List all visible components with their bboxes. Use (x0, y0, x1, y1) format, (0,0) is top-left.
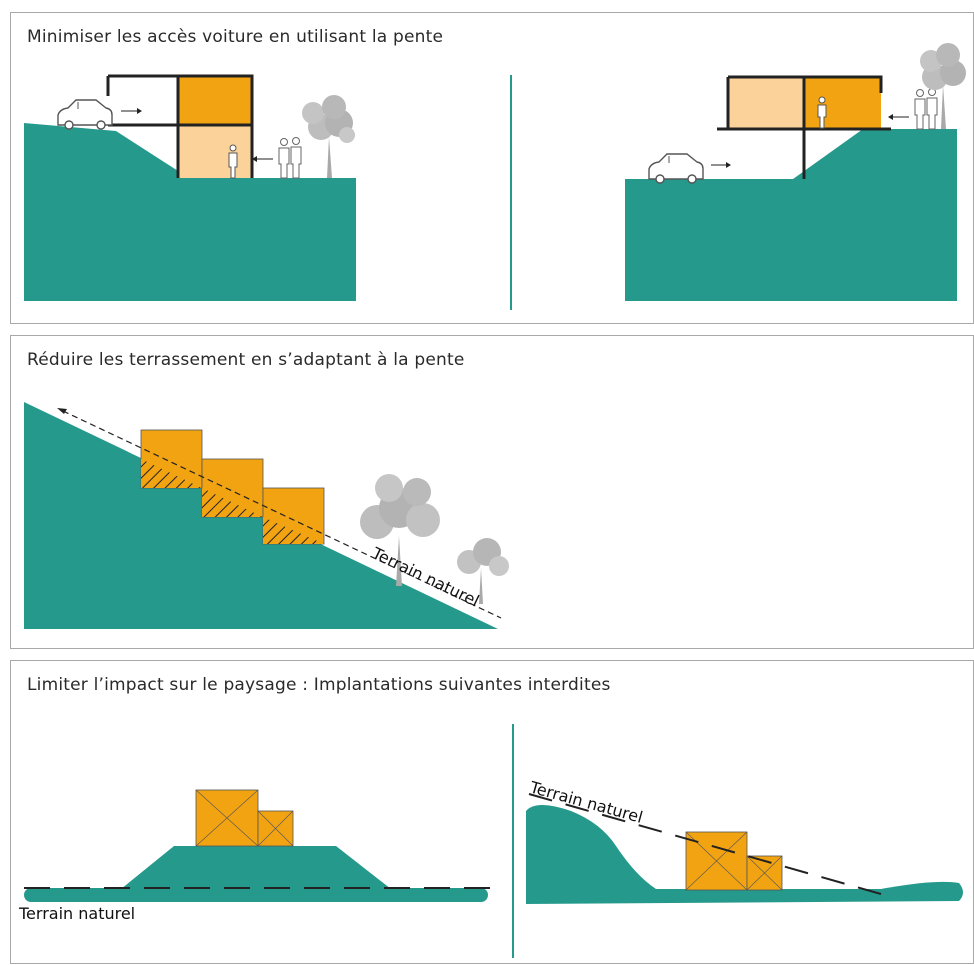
people-icon (278, 137, 302, 179)
car-icon (57, 99, 113, 130)
building-light-right (728, 77, 804, 129)
arrow-icon (711, 162, 731, 168)
car-icon (648, 153, 704, 184)
terrain-label-left: Terrain naturel (18, 904, 135, 923)
panel-title: Minimiser les accès voiture en utilisant… (27, 27, 444, 47)
panel-slope-adaptation: Réduire les terrassement en s’adaptant à… (10, 335, 974, 649)
terrain-left (24, 123, 356, 301)
panel-car-access: Minimiser les accès voiture en utilisant… (10, 12, 974, 324)
person-icon (228, 144, 238, 179)
panel-landscape-impact: Limiter l’impact sur le paysage : Implan… (10, 660, 974, 964)
building-lower-left (178, 125, 252, 178)
terrain-line-right (528, 793, 882, 895)
building-on-mound (195, 789, 294, 847)
tree-icon (457, 538, 509, 604)
panel-title: Réduire les terrassement en s’adaptant à… (27, 350, 465, 370)
tree-icon (360, 474, 440, 586)
arrow-icon (888, 114, 909, 120)
terrain-line (62, 410, 502, 619)
forbidden-implantations-diagram: Terrain naturel Terrain naturel (18, 724, 963, 958)
building-upper-left (178, 76, 252, 125)
arrow-icon (252, 156, 273, 162)
embankment (121, 846, 391, 889)
person-icon (817, 96, 827, 129)
terrain-hill (526, 805, 963, 904)
slope-diagram: Terrain naturel (24, 402, 509, 629)
tree-icon (302, 95, 355, 178)
arrow-icon (57, 408, 67, 414)
panel-title: Limiter l’impact sur le paysage : Implan… (27, 675, 611, 695)
tree-icon (920, 43, 966, 129)
arrow-icon (121, 108, 142, 114)
stepped-buildings (140, 429, 325, 545)
people-icon (914, 88, 938, 130)
terrain-right (625, 129, 957, 301)
building-dark-right (804, 77, 881, 129)
ground-left (24, 888, 488, 902)
car-access-diagram (24, 43, 966, 310)
